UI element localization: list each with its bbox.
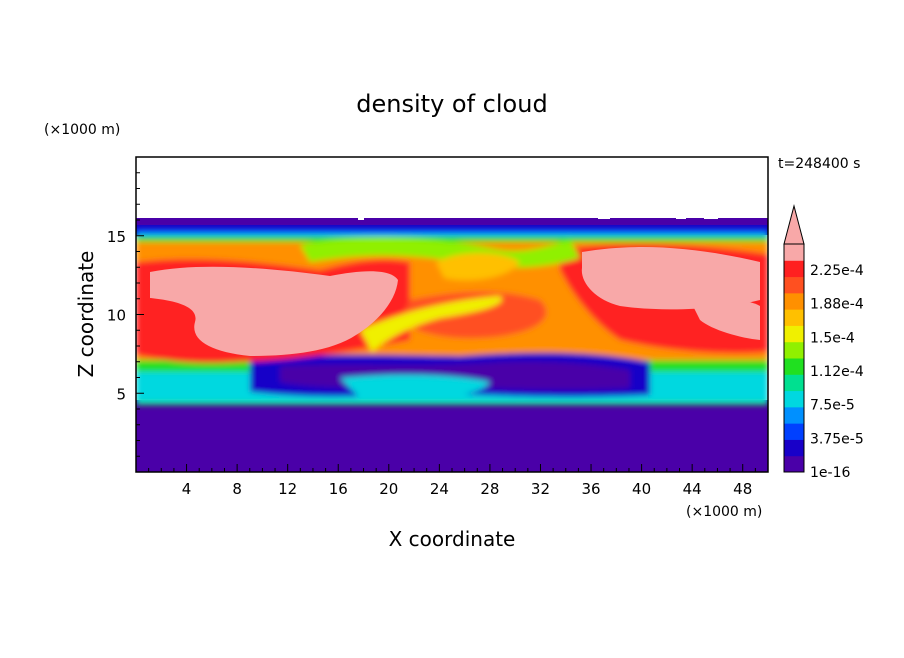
- x-tick-label: 28: [480, 480, 499, 498]
- colorbar-label: 1.12e-4: [810, 364, 864, 380]
- colorbar-label: 1.5e-4: [810, 330, 855, 346]
- colorbar: 2.25e-4 1.88e-4 1.5e-4 1.12e-4 7.5e-5 3.75e-5…: [783, 204, 864, 481]
- chart-title: density of cloud: [356, 90, 547, 118]
- y-tick-label: 5: [116, 385, 126, 403]
- contour-field: [136, 157, 768, 472]
- x-tick-label: 32: [531, 480, 550, 498]
- colorbar-band: [784, 260, 804, 278]
- colorbar-band: [784, 439, 804, 457]
- colorbar-band: [784, 358, 804, 375]
- colorbar-band: [784, 292, 804, 310]
- colorbar-band: [784, 276, 804, 294]
- y-tick-label: 15: [107, 228, 126, 246]
- colorbar-band: [784, 406, 804, 424]
- colorbar-band: [784, 423, 804, 440]
- x-unit-label: (×1000 m): [686, 504, 762, 520]
- x-tick-label: 20: [379, 480, 398, 498]
- band-lower-dark: [136, 400, 768, 472]
- colorbar-label: 7.5e-5: [810, 398, 855, 414]
- y-axis-label: Z coordinate: [74, 251, 98, 378]
- colorbar-band: [784, 341, 804, 359]
- colorbar-band: [784, 325, 804, 343]
- y-tick-label: 10: [107, 307, 126, 325]
- x-tick-label: 48: [733, 480, 752, 498]
- colorbar-band: [784, 309, 804, 326]
- x-ticks: 4 8 12 16 20 24 28 32 36 40 44 48: [148, 464, 756, 498]
- pink-region-left: [150, 266, 398, 356]
- x-tick-label: 44: [683, 480, 702, 498]
- x-tick-label: 12: [278, 480, 297, 498]
- x-tick-label: 4: [182, 480, 192, 498]
- colorbar-label: 1.88e-4: [810, 297, 864, 313]
- pink-region-right: [581, 247, 760, 310]
- x-tick-label: 40: [632, 480, 651, 498]
- colorbar-extension-arrow: [783, 204, 805, 245]
- colorbar-band: [784, 374, 804, 392]
- y-unit-label: (×1000 m): [44, 122, 120, 138]
- x-tick-label: 24: [430, 480, 449, 498]
- colorbar-band: [784, 244, 804, 261]
- pink-region-right-b: [690, 298, 760, 340]
- time-label: t=248400 s: [778, 156, 860, 172]
- y-ticks: 5 10 15: [107, 172, 144, 457]
- x-tick-label: 16: [329, 480, 348, 498]
- x-tick-label: 8: [232, 480, 242, 498]
- colorbar-label: 1e-16: [810, 465, 850, 481]
- colorbar-label: 2.25e-4: [810, 263, 864, 279]
- x-tick-label: 36: [581, 480, 600, 498]
- colorbar-label: 3.75e-5: [810, 431, 864, 447]
- colorbar-band: [784, 455, 804, 473]
- x-axis-label: X coordinate: [389, 527, 516, 551]
- colorbar-band: [784, 390, 804, 408]
